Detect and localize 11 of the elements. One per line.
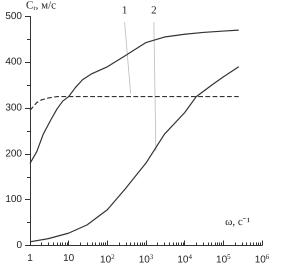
annotation: 2: [151, 4, 157, 16]
y-tick-label: 500: [5, 10, 22, 22]
y-tick-label: 300: [5, 102, 22, 114]
annotation: 1: [122, 4, 128, 16]
y-tick-label: 0: [16, 240, 22, 251]
x-tick-label: 1: [27, 253, 34, 264]
y-tick-label: 400: [5, 56, 22, 68]
x-axis-title: ω, с⁻¹: [225, 216, 250, 228]
y-tick-label: 100: [5, 194, 22, 206]
y-tick-label: 200: [5, 148, 22, 160]
x-tick-label: 10: [63, 253, 75, 264]
